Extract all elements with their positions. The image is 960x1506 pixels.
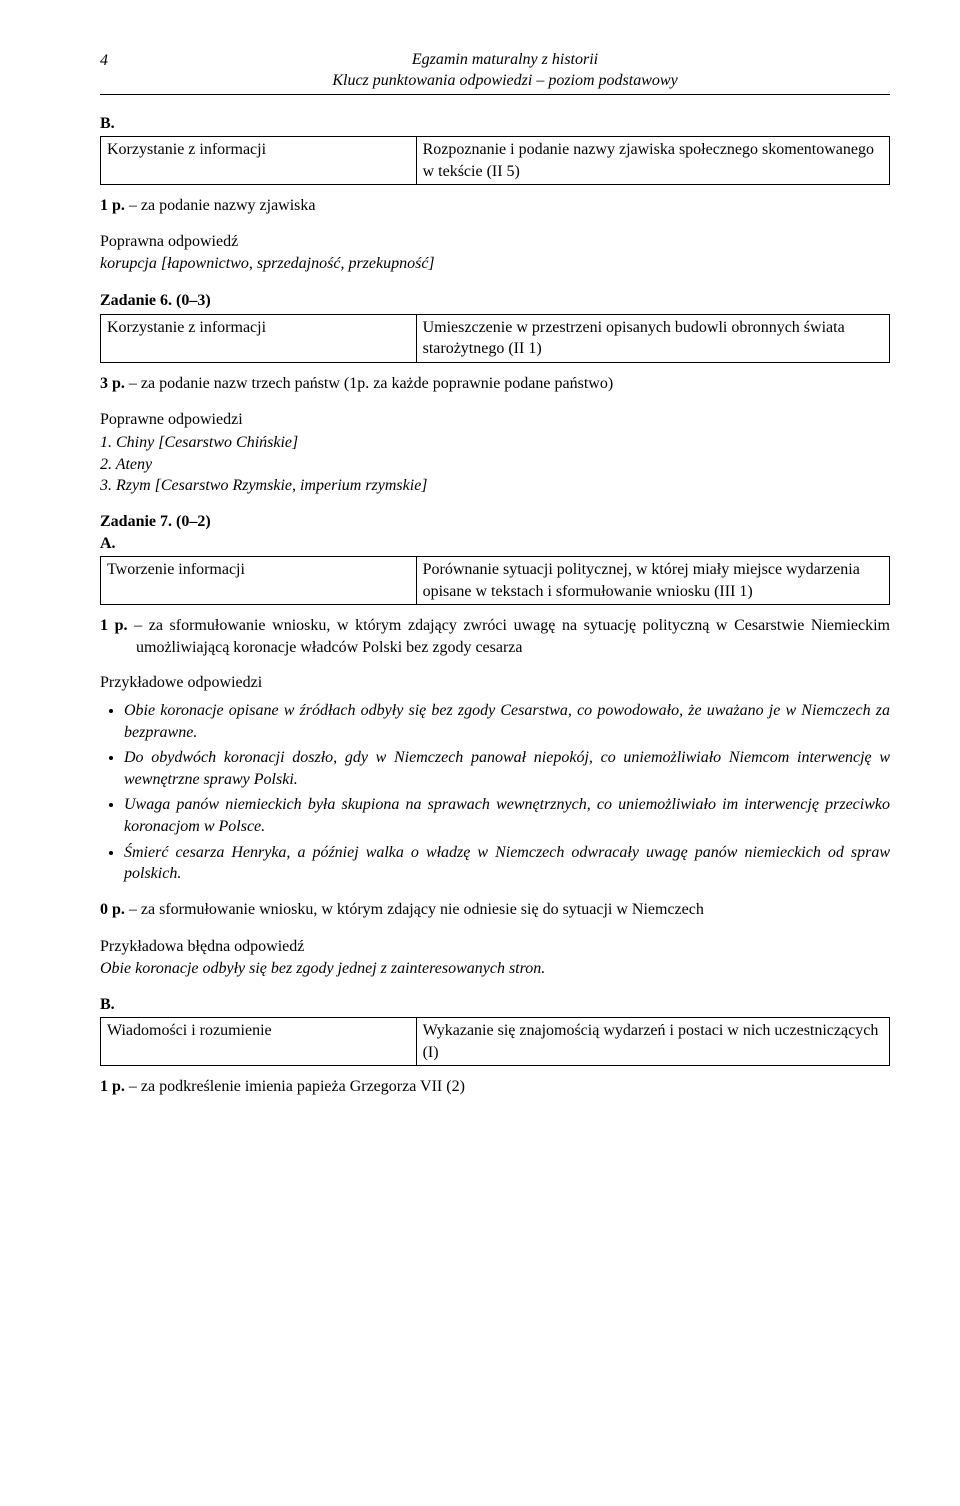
correct-answer-label: Poprawna odpowiedź xyxy=(100,233,238,250)
page-number: 4 xyxy=(100,50,120,72)
score-prefix: 1 p. xyxy=(100,617,128,634)
section-a-label: A. xyxy=(100,533,890,555)
example-answers-list: Obie koronacje opisane w źródłach odbyły… xyxy=(100,700,890,885)
score-line-0p: 0 p. – za sformułowanie wniosku, w który… xyxy=(100,899,890,921)
zadanie-7-heading: Zadanie 7. (0–2) xyxy=(100,511,890,533)
z6-left-cell: Korzystanie z informacji xyxy=(101,314,417,362)
wrong-answer-text: Obie koronacje odbyły się bez zgody jedn… xyxy=(100,960,545,977)
section-b2-label: B. xyxy=(100,994,890,1016)
section-b2-table: Wiadomości i rozumienie Wykazanie się zn… xyxy=(100,1017,890,1066)
score-text: – za podanie nazw trzech państw (1p. za … xyxy=(125,375,613,392)
z6-right-cell: Umieszczenie w przestrzeni opisanych bud… xyxy=(416,314,889,362)
b1-left-cell: Korzystanie z informacji xyxy=(101,137,417,185)
example-bullet-2: Do obydwóch koronacji doszło, gdy w Niem… xyxy=(124,747,890,790)
zadanie-6-table: Korzystanie z informacji Umieszczenie w … xyxy=(100,314,890,363)
score-prefix: 3 p. xyxy=(100,375,125,392)
answer-item-2: 2. Ateny xyxy=(100,454,890,476)
b2-right-cell: Wykazanie się znajomością wydarzeń i pos… xyxy=(416,1018,889,1066)
example-bullet-3: Uwaga panów niemieckich była skupiona na… xyxy=(124,794,890,837)
score-text: – za sformułowanie wniosku, w którym zda… xyxy=(125,901,704,918)
score-line-3p: 3 p. – za podanie nazw trzech państw (1p… xyxy=(100,373,890,395)
z7-right-cell: Porównanie sytuacji politycznej, w które… xyxy=(416,557,889,605)
correct-answers-6-label: Poprawne odpowiedzi xyxy=(100,409,890,431)
correct-answers-6-list: 1. Chiny [Cesarstwo Chińskie] 2. Ateny 3… xyxy=(100,432,890,497)
header-title: Egzamin maturalny z historii Klucz punkt… xyxy=(120,50,890,92)
answer-item-1: 1. Chiny [Cesarstwo Chińskie] xyxy=(100,432,890,454)
header-rule xyxy=(100,94,890,95)
page-header: 4 Egzamin maturalny z historii Klucz pun… xyxy=(100,50,890,92)
correct-answer-text: korupcja [łapownictwo, sprzedajność, prz… xyxy=(100,255,435,272)
score-prefix: 0 p. xyxy=(100,901,125,918)
score-text: – za podanie nazwy zjawiska xyxy=(125,197,316,214)
b2-left-cell: Wiadomości i rozumienie xyxy=(101,1018,417,1066)
z7-left-cell: Tworzenie informacji xyxy=(101,557,417,605)
b1-right-cell: Rozpoznanie i podanie nazwy zjawiska spo… xyxy=(416,137,889,185)
wrong-answer-label: Przykładowa błędna odpowiedź xyxy=(100,938,304,955)
correct-answer-block: Poprawna odpowiedź korupcja [łapownictwo… xyxy=(100,231,890,274)
section-b1-table: Korzystanie z informacji Rozpoznanie i p… xyxy=(100,136,890,185)
example-bullet-1: Obie koronacje opisane w źródłach odbyły… xyxy=(124,700,890,743)
score-line-1p-last: 1 p. – za podkreślenie imienia papieża G… xyxy=(100,1076,890,1098)
header-line1: Egzamin maturalny z historii xyxy=(412,51,598,68)
section-b-label: B. xyxy=(100,113,890,135)
zadanie-6-heading: Zadanie 6. (0–3) xyxy=(100,290,890,312)
answer-item-3: 3. Rzym [Cesarstwo Rzymskie, imperium rz… xyxy=(100,475,890,497)
score-text: – za sformułowanie wniosku, w którym zda… xyxy=(128,617,890,656)
score-line-1p-b: 1 p. – za sformułowanie wniosku, w który… xyxy=(100,615,890,658)
header-line2: Klucz punktowania odpowiedzi – poziom po… xyxy=(332,72,677,89)
wrong-answer-block: Przykładowa błędna odpowiedź Obie korona… xyxy=(100,936,890,979)
zadanie-7-table: Tworzenie informacji Porównanie sytuacji… xyxy=(100,556,890,605)
example-answers-label: Przykładowe odpowiedzi xyxy=(100,672,890,694)
score-prefix: 1 p. xyxy=(100,1078,125,1095)
score-prefix: 1 p. xyxy=(100,197,125,214)
score-text: – za podkreślenie imienia papieża Grzego… xyxy=(125,1078,465,1095)
score-line-1p-a: 1 p. – za podanie nazwy zjawiska xyxy=(100,195,890,217)
example-bullet-4: Śmierć cesarza Henryka, a później walka … xyxy=(124,842,890,885)
